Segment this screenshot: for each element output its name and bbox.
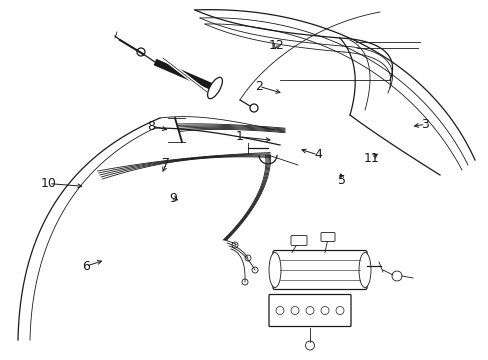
Text: 8: 8 xyxy=(147,120,155,132)
Text: 12: 12 xyxy=(268,39,284,51)
FancyBboxPatch shape xyxy=(272,251,366,289)
Ellipse shape xyxy=(268,252,281,288)
Text: 4: 4 xyxy=(313,148,321,161)
Ellipse shape xyxy=(358,252,370,288)
Text: 7: 7 xyxy=(162,157,170,170)
FancyBboxPatch shape xyxy=(290,235,306,246)
Text: 10: 10 xyxy=(41,177,57,190)
Text: 11: 11 xyxy=(363,152,379,165)
Text: 2: 2 xyxy=(255,80,263,93)
Text: 3: 3 xyxy=(421,118,428,131)
Ellipse shape xyxy=(207,77,222,99)
Text: 9: 9 xyxy=(169,192,177,204)
Text: 6: 6 xyxy=(81,260,89,273)
FancyBboxPatch shape xyxy=(268,294,350,327)
Text: 1: 1 xyxy=(235,130,243,143)
Text: 5: 5 xyxy=(338,174,346,186)
FancyBboxPatch shape xyxy=(320,233,334,242)
